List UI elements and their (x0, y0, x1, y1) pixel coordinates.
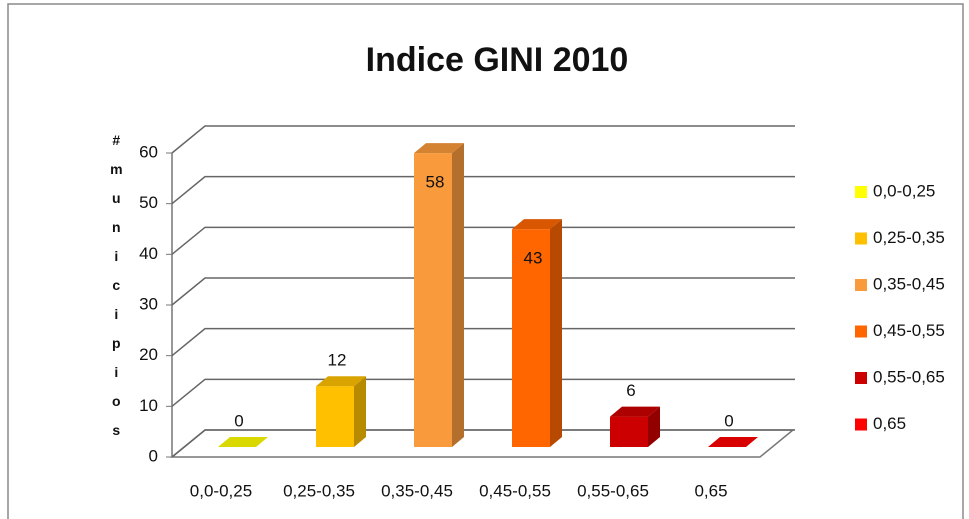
y-axis-label: #municipios (108, 132, 124, 451)
legend-swatch (855, 372, 867, 384)
x-tick-label: 0,45-0,55 (479, 481, 551, 500)
legend-label: 0,55-0,65 (873, 367, 945, 386)
legend-label: 0,0-0,25 (873, 181, 935, 200)
bar-top (708, 437, 758, 447)
y-tick-label: 40 (139, 244, 158, 263)
x-tick-label: 0,25-0,35 (283, 481, 355, 500)
bar-top (512, 219, 562, 230)
bar-top (218, 437, 268, 447)
bar-top (316, 376, 366, 387)
legend-swatch (855, 418, 867, 431)
data-label: 0 (234, 411, 243, 430)
legend-label: 0,35-0,45 (873, 274, 945, 293)
x-tick-label: 0,55-0,65 (577, 481, 649, 500)
chart-title: Indice GINI 2010 (366, 41, 629, 79)
legend-label: 0,65 (873, 414, 906, 433)
bar-front (414, 153, 452, 447)
grid-line (171, 327, 795, 357)
legend-swatch (855, 232, 867, 245)
bar-top (414, 143, 464, 154)
legend-swatch (855, 279, 867, 291)
legend-swatch (855, 325, 867, 338)
grid-line (171, 175, 795, 205)
grid-line (171, 429, 795, 458)
y-tick-label: 50 (139, 193, 158, 212)
grid-line (171, 378, 795, 407)
x-tick-label: 0,35-0,45 (381, 481, 453, 500)
data-label: 0 (724, 411, 733, 430)
data-label: 58 (426, 173, 445, 192)
data-label: 43 (524, 249, 543, 268)
grid-line (171, 125, 795, 154)
bar-front (610, 416, 648, 447)
legend-label: 0,25-0,35 (873, 228, 945, 247)
chart-frame (7, 3, 964, 519)
grid-line (171, 277, 795, 306)
x-tick-label: 0,65 (694, 481, 727, 500)
bar-side (648, 406, 660, 447)
bar-front (512, 229, 550, 447)
y-tick-label: 60 (139, 142, 158, 161)
data-label: 6 (626, 381, 635, 400)
legend-label: 0,45-0,55 (873, 321, 945, 340)
y-tick-label: 0 (149, 446, 158, 465)
data-label: 12 (328, 351, 347, 370)
bar-side (354, 376, 366, 447)
x-tick-label: 0,0-0,25 (190, 481, 252, 500)
y-tick-label: 30 (139, 294, 158, 313)
grid-line (171, 226, 795, 255)
bar-side (550, 219, 562, 447)
bar-front (316, 386, 354, 447)
bar-top (610, 406, 660, 417)
legend-swatch (855, 186, 867, 198)
bar-side (452, 143, 464, 447)
y-tick-label: 20 (139, 345, 158, 364)
y-tick-label: 10 (139, 396, 158, 415)
